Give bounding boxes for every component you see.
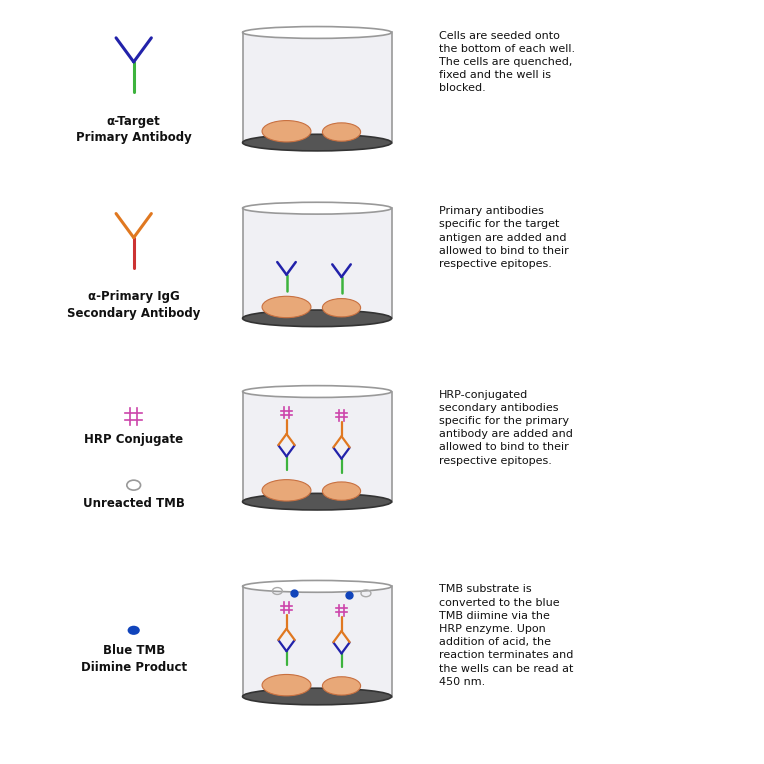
Text: Blue TMB
Diimine Product: Blue TMB Diimine Product [81, 644, 186, 674]
Ellipse shape [322, 677, 361, 695]
Text: Primary antibodies
specific for the target
antigen are added and
allowed to bind: Primary antibodies specific for the targ… [439, 206, 569, 269]
Ellipse shape [262, 121, 311, 142]
Ellipse shape [243, 202, 392, 214]
Text: HRP Conjugate: HRP Conjugate [84, 433, 183, 446]
Ellipse shape [243, 310, 392, 326]
Text: TMB substrate is
converted to the blue
TMB diimine via the
HRP enzyme. Upon
addi: TMB substrate is converted to the blue T… [439, 584, 574, 687]
Ellipse shape [243, 134, 392, 151]
Ellipse shape [243, 581, 392, 592]
Ellipse shape [322, 299, 361, 317]
Text: Cells are seeded onto
the bottom of each well.
The cells are quenched,
fixed and: Cells are seeded onto the bottom of each… [439, 31, 575, 93]
Ellipse shape [322, 123, 361, 141]
Ellipse shape [128, 626, 140, 635]
Ellipse shape [243, 386, 392, 397]
Text: α-Primary IgG
Secondary Antibody: α-Primary IgG Secondary Antibody [67, 290, 200, 320]
Text: Unreacted TMB: Unreacted TMB [83, 497, 185, 510]
Ellipse shape [262, 675, 311, 696]
Ellipse shape [262, 296, 311, 318]
Text: α-Target
Primary Antibody: α-Target Primary Antibody [76, 115, 192, 144]
Polygon shape [243, 208, 391, 319]
Text: HRP-conjugated
secondary antibodies
specific for the primary
antibody are added : HRP-conjugated secondary antibodies spec… [439, 390, 573, 465]
Polygon shape [243, 587, 391, 697]
Polygon shape [243, 32, 391, 143]
Polygon shape [243, 391, 391, 502]
Ellipse shape [262, 480, 311, 501]
Ellipse shape [243, 494, 392, 510]
Ellipse shape [322, 482, 361, 500]
Ellipse shape [243, 688, 392, 704]
Ellipse shape [243, 27, 392, 38]
